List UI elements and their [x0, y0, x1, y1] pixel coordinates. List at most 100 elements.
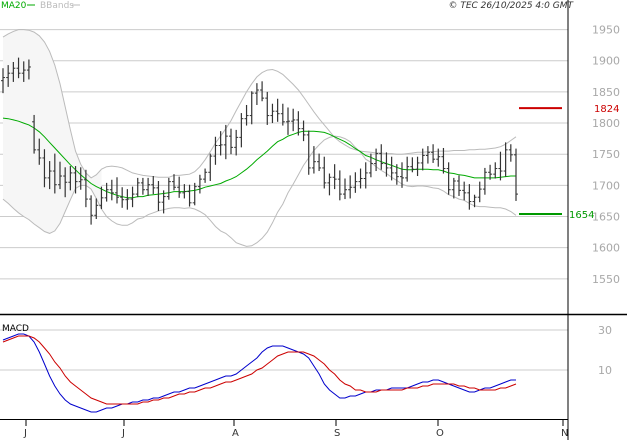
ohlc-bar	[229, 128, 233, 155]
ohlc-bar	[275, 98, 280, 122]
ohlc-bar	[254, 83, 259, 105]
y-tick-label: 1600	[592, 242, 620, 255]
ohlc-bar	[405, 156, 410, 182]
ohlc-bar	[52, 153, 57, 194]
y-tick-label: 1700	[592, 179, 620, 192]
y-tick-label: 1800	[592, 117, 620, 130]
ohlc-bar	[140, 177, 145, 195]
ohlc-bar	[104, 182, 109, 202]
ohlc-bar	[203, 168, 208, 183]
ohlc-bar	[47, 161, 52, 190]
ohlc-bar	[462, 181, 467, 201]
ohlc-bar	[265, 91, 270, 125]
ohlc-bar	[503, 142, 508, 177]
ohlc-bar	[109, 179, 114, 201]
ohlc-bar	[400, 162, 404, 188]
ohlc-bar	[431, 144, 436, 163]
ohlc-bar	[249, 91, 254, 125]
legend-ma20-label: MA20	[1, 1, 27, 11]
bollinger-lower-line	[2, 135, 517, 247]
ohlc-bar	[286, 107, 290, 135]
ohlc-bar	[358, 168, 363, 189]
x-tick-label: N	[561, 428, 568, 439]
ohlc-bar	[508, 144, 513, 162]
ohlc-bar	[280, 103, 285, 126]
ohlc-bar	[197, 174, 202, 194]
resistance-level-label: 1824	[594, 104, 619, 115]
ohlc-bar	[389, 156, 394, 181]
ohlc-bar	[1, 68, 5, 94]
ohlc-bar	[73, 166, 78, 194]
ohlc-bar	[187, 184, 192, 207]
x-tick-label: O	[436, 428, 444, 439]
ohlc-bar	[115, 177, 119, 204]
ohlc-bar	[415, 156, 420, 177]
ohlc-bar	[172, 174, 176, 191]
ohlc-bar	[125, 189, 130, 210]
price-levels: 1824 1654	[519, 104, 619, 221]
ohlc-bar	[368, 153, 373, 178]
ohlc-bar	[379, 144, 384, 170]
ohlc-bar	[21, 61, 26, 82]
ohlc-bar	[477, 181, 482, 203]
ohlc-bar	[135, 177, 140, 198]
macd-title: MACD	[2, 324, 29, 334]
ohlc-bar	[208, 153, 213, 182]
macd-lines	[2, 333, 517, 413]
y-tick-label: 1850	[592, 86, 620, 99]
ma20-line	[2, 117, 516, 199]
copyright-timestamp: © TEC 26/10/2025 4:0 GMT	[448, 1, 574, 11]
ohlc-bar	[374, 148, 379, 172]
ohlc-bar	[6, 65, 11, 87]
macd-y-tick-label: 30	[598, 324, 612, 337]
ohlc-bar	[234, 129, 239, 156]
ohlc-bar	[16, 57, 21, 79]
ohlc-bar	[306, 130, 311, 175]
ohlc-bar	[63, 167, 68, 198]
ohlc-bar	[327, 173, 332, 196]
ohlc-bar	[441, 147, 446, 174]
ohlc-bar	[270, 103, 275, 124]
ma20-line-group	[2, 117, 516, 199]
ohlc-bar	[161, 190, 166, 214]
ohlc-bar	[99, 186, 104, 210]
ohlc-bar	[498, 151, 503, 181]
ohlc-bar	[260, 81, 265, 102]
ohlc-bar	[317, 153, 322, 172]
ohlc-bar	[425, 146, 430, 164]
ohlc-bar	[322, 156, 327, 189]
ohlc-bar	[94, 198, 99, 220]
ohlc-bar	[156, 181, 161, 211]
ohlc-bar	[37, 138, 42, 165]
x-tick-label: J	[23, 428, 27, 439]
price-bars	[1, 57, 518, 225]
ohlc-bar	[244, 104, 249, 126]
ohlc-bar	[457, 175, 461, 196]
ohlc-bar	[223, 124, 228, 160]
ohlc-bar	[11, 61, 16, 82]
ohlc-bar	[467, 184, 472, 210]
bollinger-band-fill	[3, 29, 102, 234]
ohlc-bar	[166, 177, 171, 200]
legend-bbands-label: BBands	[40, 1, 74, 11]
ohlc-bar	[296, 111, 301, 136]
ohlc-bar	[177, 176, 182, 198]
ohlc-bar	[332, 164, 337, 190]
y-tick-label: 1900	[592, 55, 620, 68]
ohlc-bar	[26, 59, 31, 80]
ohlc-bar	[130, 186, 135, 208]
ohlc-bar	[78, 167, 83, 190]
ohlc-bar	[363, 162, 368, 189]
y-tick-label: 1750	[592, 148, 620, 161]
ohlc-bar	[514, 148, 518, 201]
y-tick-label: 1950	[592, 24, 620, 37]
x-tick-label: S	[334, 428, 340, 439]
ohlc-bar	[89, 195, 94, 225]
ohlc-bar	[482, 167, 487, 195]
support-level-label: 1654	[569, 210, 594, 221]
ohlc-bar	[343, 178, 347, 200]
macd-y-tick-label: 10	[598, 364, 612, 377]
